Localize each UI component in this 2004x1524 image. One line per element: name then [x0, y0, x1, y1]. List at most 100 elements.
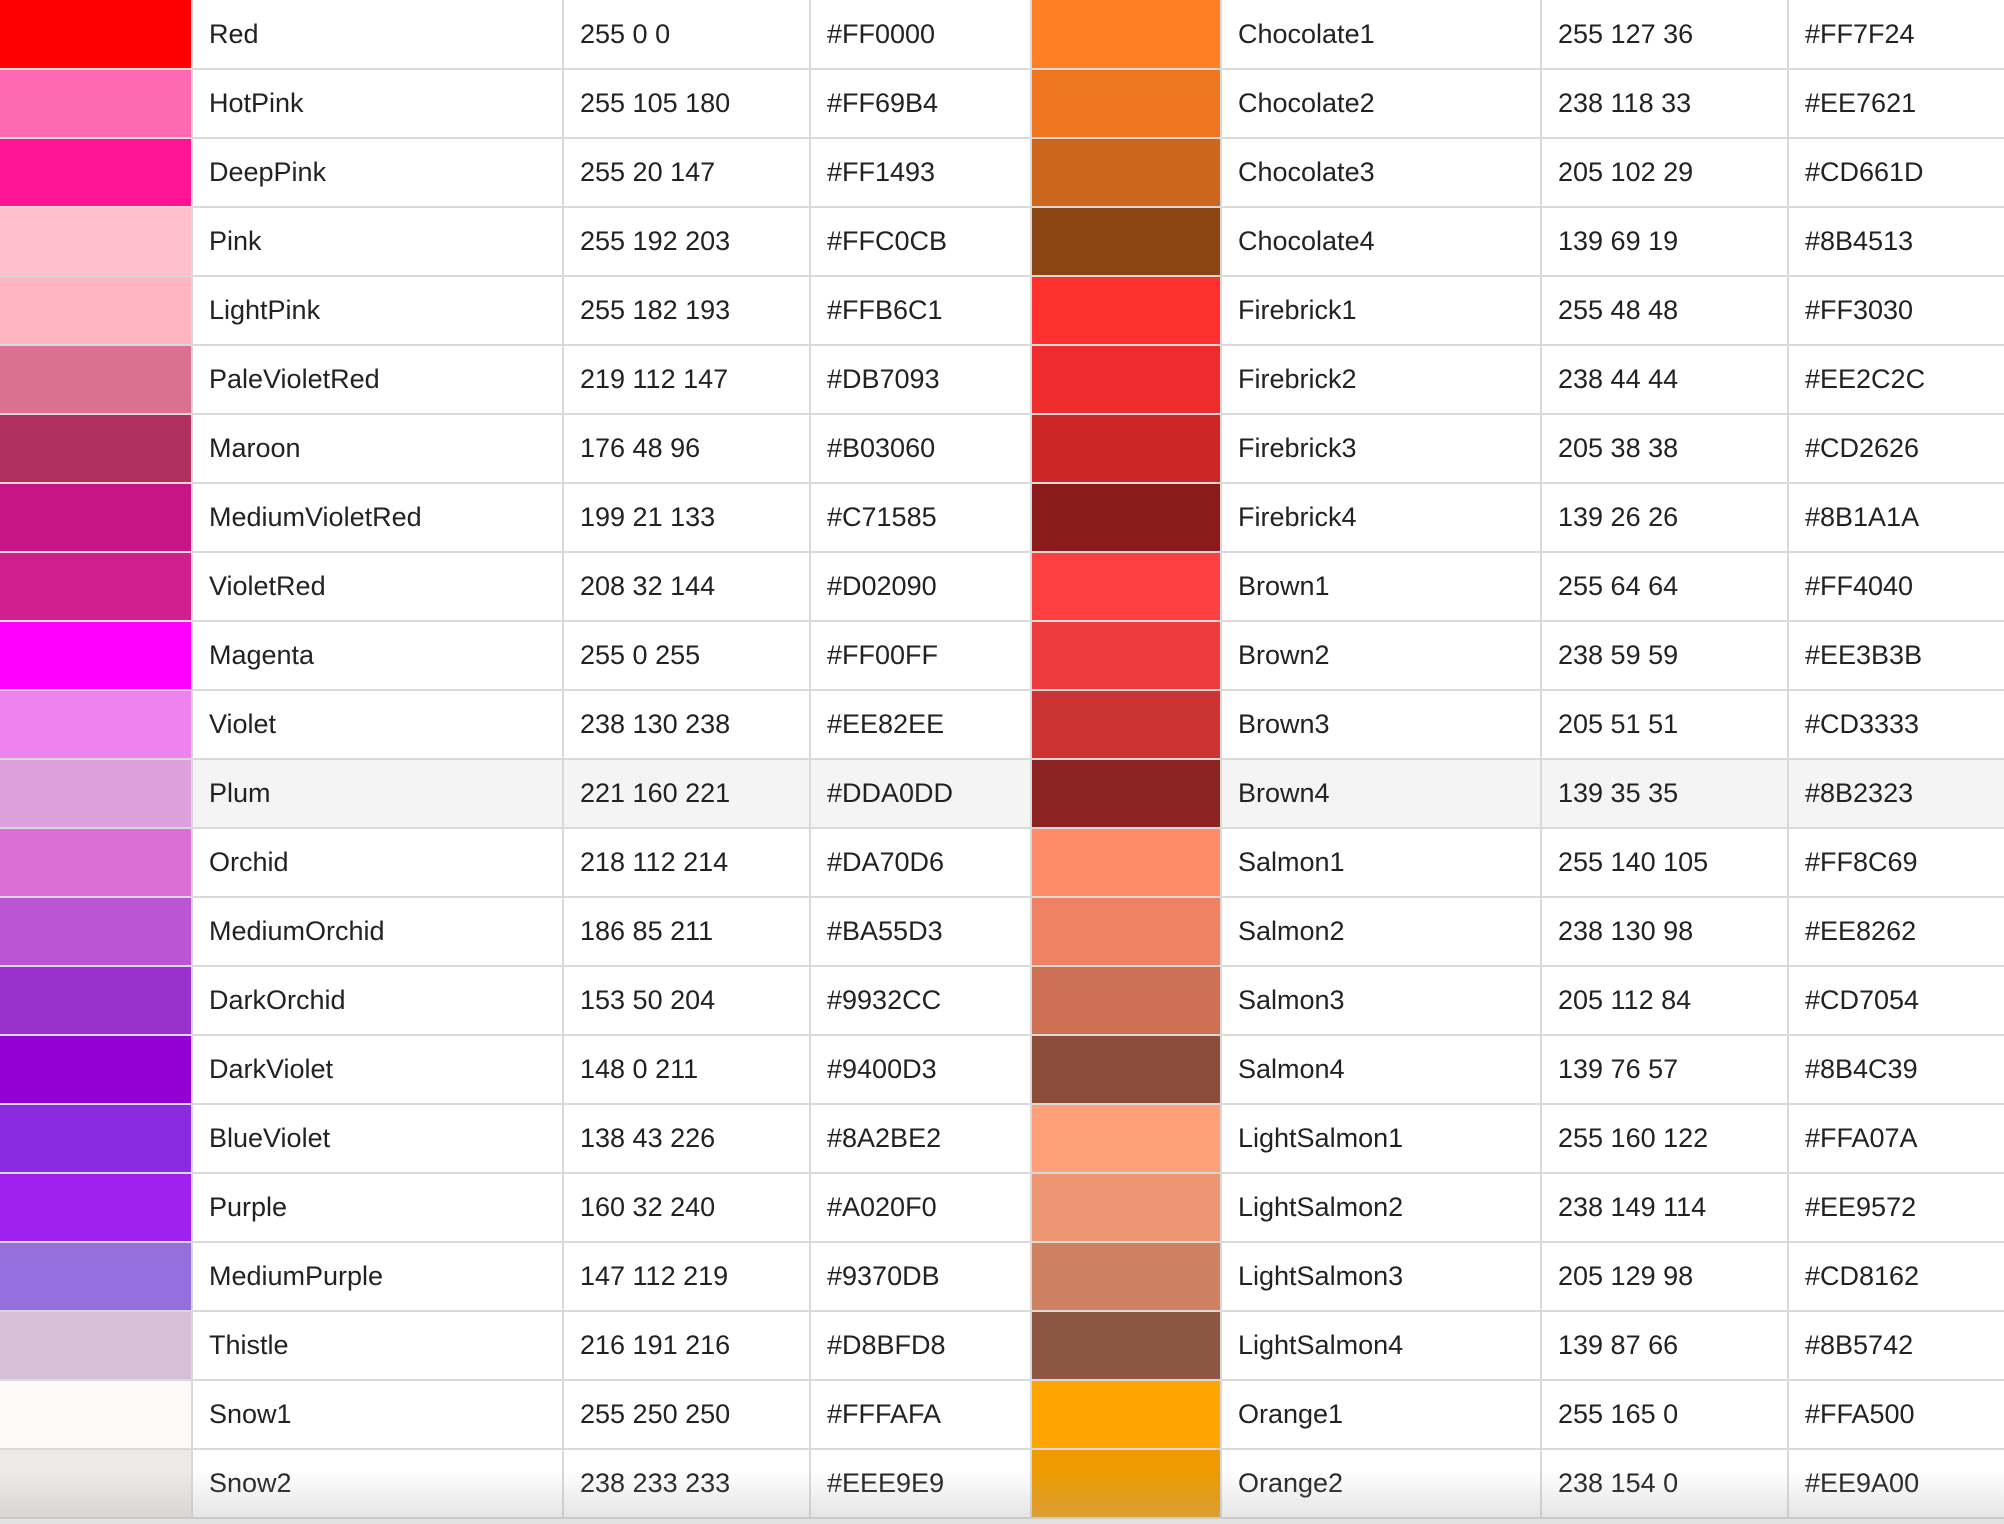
right-hex-value: #CD8162	[1788, 1242, 2004, 1312]
left-color-name: MediumVioletRed	[192, 483, 564, 553]
right-rgb-value: 255 165 0	[1541, 1380, 1789, 1450]
right-rgb-value: 139 76 57	[1541, 1035, 1789, 1105]
color-row: MediumVioletRed 199 21 133 #C71585 Firebric…	[0, 483, 2004, 553]
color-row: Violet 238 130 238 #EE82EE Brown3 205 51 51 #…	[0, 690, 2004, 760]
right-rgb-value: 255 140 105	[1541, 828, 1789, 898]
left-rgb-value: 147 112 219	[563, 1242, 811, 1312]
color-row: HotPink 255 105 180 #FF69B4 Chocolate2 238 1…	[0, 69, 2004, 139]
right-swatch	[1031, 1311, 1222, 1381]
left-rgb-value: 216 191 216	[563, 1311, 811, 1381]
left-rgb-value: 219 112 147	[563, 345, 811, 415]
left-swatch	[0, 414, 193, 484]
color-row: Purple 160 32 240 #A020F0 LightSalmon2 238 1…	[0, 1173, 2004, 1243]
color-row: Pink 255 192 203 #FFC0CB Chocolate4 139 69 1…	[0, 207, 2004, 277]
left-rgb-value: 255 105 180	[563, 69, 811, 139]
left-color-name: Maroon	[192, 414, 564, 484]
color-row: DeepPink 255 20 147 #FF1493 Chocolate3 205 1…	[0, 138, 2004, 208]
left-swatch	[0, 207, 193, 277]
right-swatch	[1031, 690, 1222, 760]
left-rgb-value: 218 112 214	[563, 828, 811, 898]
left-rgb-value: 138 43 226	[563, 1104, 811, 1174]
right-swatch	[1031, 0, 1222, 70]
left-color-name: Thistle	[192, 1311, 564, 1381]
left-hex-value: #FF00FF	[810, 621, 1032, 691]
color-row: BlueViolet 138 43 226 #8A2BE2 LightSalmon1 2…	[0, 1104, 2004, 1174]
color-row: VioletRed 208 32 144 #D02090 Brown1 255 64 6…	[0, 552, 2004, 622]
right-hex-value: #8B4C39	[1788, 1035, 2004, 1105]
right-color-name: Firebrick2	[1221, 345, 1542, 415]
right-rgb-value: 205 112 84	[1541, 966, 1789, 1036]
left-color-name: Magenta	[192, 621, 564, 691]
right-color-name: Salmon4	[1221, 1035, 1542, 1105]
left-swatch	[0, 690, 193, 760]
right-hex-value: #8B1A1A	[1788, 483, 2004, 553]
right-color-name: Brown4	[1221, 759, 1542, 829]
left-hex-value: #DDA0DD	[810, 759, 1032, 829]
left-swatch	[0, 759, 193, 829]
right-hex-value: #8B4513	[1788, 207, 2004, 277]
right-swatch	[1031, 828, 1222, 898]
color-row: Red 255 0 0 #FF0000 Chocolate1 255 127 36 #FF…	[0, 0, 2004, 70]
left-swatch	[0, 828, 193, 898]
right-color-name: LightSalmon2	[1221, 1173, 1542, 1243]
left-color-name: Snow2	[192, 1449, 564, 1519]
left-color-name: HotPink	[192, 69, 564, 139]
right-hex-value: #CD661D	[1788, 138, 2004, 208]
left-rgb-value: 176 48 96	[563, 414, 811, 484]
right-color-name: Salmon3	[1221, 966, 1542, 1036]
left-hex-value: #FF0000	[810, 0, 1032, 70]
left-color-name: Red	[192, 0, 564, 70]
right-hex-value: #CD7054	[1788, 966, 2004, 1036]
right-rgb-value: 255 160 122	[1541, 1104, 1789, 1174]
right-rgb-value: 238 44 44	[1541, 345, 1789, 415]
left-hex-value: #EE82EE	[810, 690, 1032, 760]
left-color-name: MediumPurple	[192, 1242, 564, 1312]
left-swatch	[0, 897, 193, 967]
left-rgb-value: 199 21 133	[563, 483, 811, 553]
right-color-name: Salmon2	[1221, 897, 1542, 967]
right-swatch	[1031, 1173, 1222, 1243]
right-color-name: Orange2	[1221, 1449, 1542, 1519]
left-rgb-value: 255 0 0	[563, 0, 811, 70]
right-rgb-value: 205 38 38	[1541, 414, 1789, 484]
left-hex-value: #D02090	[810, 552, 1032, 622]
right-swatch	[1031, 276, 1222, 346]
left-rgb-value: 221 160 221	[563, 759, 811, 829]
right-swatch	[1031, 1380, 1222, 1450]
right-hex-value: #FFA07A	[1788, 1104, 2004, 1174]
right-color-name: LightSalmon1	[1221, 1104, 1542, 1174]
left-rgb-value: 186 85 211	[563, 897, 811, 967]
right-rgb-value: 205 129 98	[1541, 1242, 1789, 1312]
left-hex-value: #BA55D3	[810, 897, 1032, 967]
left-rgb-value: 208 32 144	[563, 552, 811, 622]
color-row: Orchid 218 112 214 #DA70D6 Salmon1 255 140 1…	[0, 828, 2004, 898]
left-rgb-value: 255 182 193	[563, 276, 811, 346]
right-hex-value: #FFA500	[1788, 1380, 2004, 1450]
right-color-name: LightSalmon4	[1221, 1311, 1542, 1381]
right-color-name: Brown3	[1221, 690, 1542, 760]
right-hex-value: #FF3030	[1788, 276, 2004, 346]
color-row: Thistle 216 191 216 #D8BFD8 LightSalmon4 139…	[0, 1311, 2004, 1381]
left-rgb-value: 153 50 204	[563, 966, 811, 1036]
right-swatch	[1031, 1242, 1222, 1312]
right-rgb-value: 238 59 59	[1541, 621, 1789, 691]
right-rgb-value: 139 69 19	[1541, 207, 1789, 277]
right-rgb-value: 238 154 0	[1541, 1449, 1789, 1519]
left-swatch	[0, 69, 193, 139]
right-swatch	[1031, 207, 1222, 277]
left-hex-value: #DB7093	[810, 345, 1032, 415]
left-hex-value: #DA70D6	[810, 828, 1032, 898]
left-hex-value: #FFFAFA	[810, 1380, 1032, 1450]
color-row: PaleVioletRed 219 112 147 #DB7093 Firebrick…	[0, 345, 2004, 415]
right-swatch	[1031, 69, 1222, 139]
left-hex-value: #FF1493	[810, 138, 1032, 208]
left-color-name: Violet	[192, 690, 564, 760]
left-rgb-value: 255 250 250	[563, 1380, 811, 1450]
left-color-name: Orchid	[192, 828, 564, 898]
right-swatch	[1031, 1449, 1222, 1519]
right-swatch	[1031, 897, 1222, 967]
right-rgb-value: 205 102 29	[1541, 138, 1789, 208]
left-hex-value: #D8BFD8	[810, 1311, 1032, 1381]
color-row: LightPink 255 182 193 #FFB6C1 Firebrick1 255…	[0, 276, 2004, 346]
